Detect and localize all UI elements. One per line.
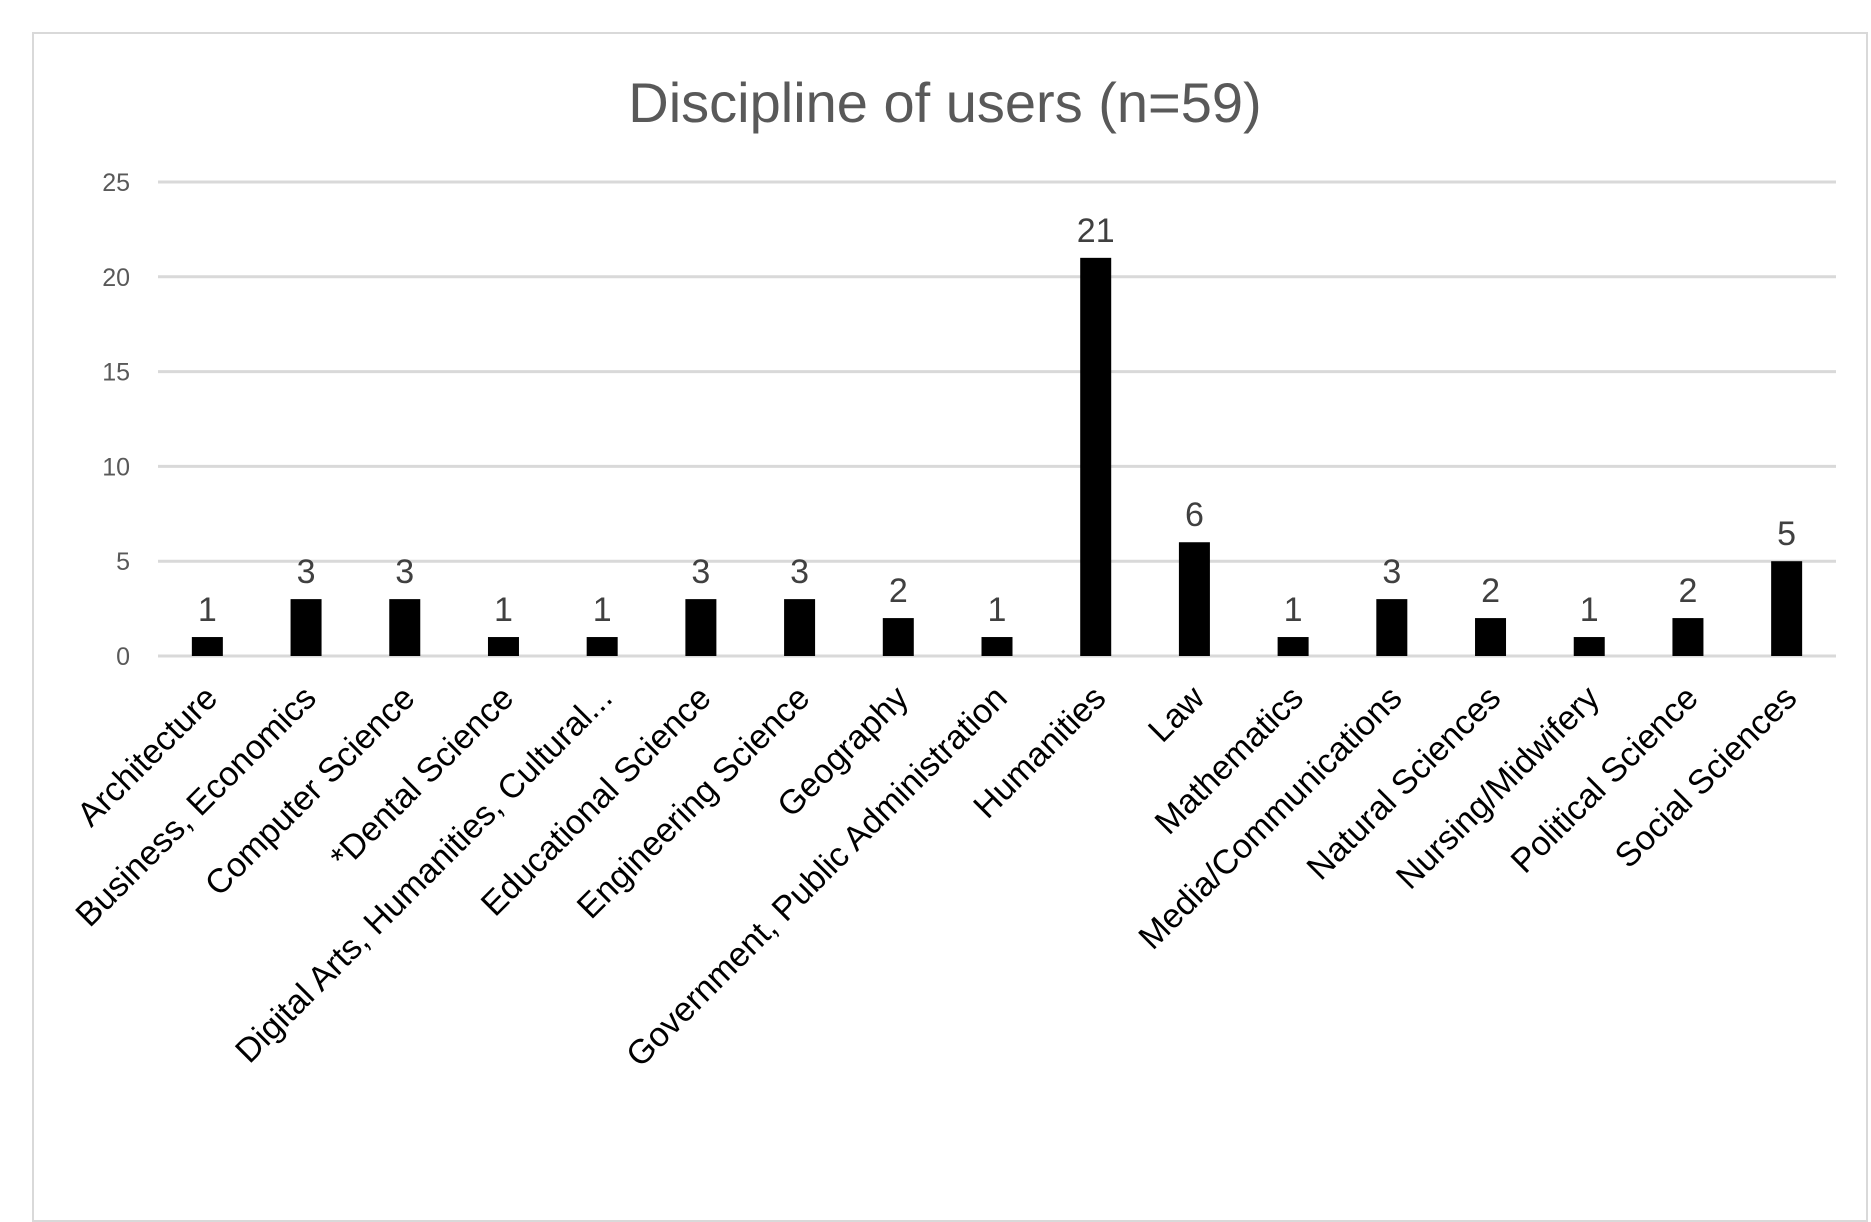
- y-axis-ticks: 0 5 10 15 20 25: [102, 169, 130, 671]
- y-tick-label: 0: [116, 643, 130, 671]
- data-label: 2: [1678, 572, 1697, 610]
- bar: [685, 599, 717, 656]
- bar: [389, 599, 421, 656]
- chart-title: Discipline of users (n=59): [628, 71, 1261, 134]
- bars: [191, 257, 1803, 656]
- data-label: 1: [1284, 591, 1303, 629]
- data-label: 3: [297, 553, 316, 591]
- data-label: 2: [1481, 572, 1500, 610]
- bar: [1178, 542, 1210, 656]
- data-label: 21: [1077, 212, 1115, 250]
- x-tick-label: Law: [1141, 678, 1212, 749]
- bar: [1672, 618, 1704, 656]
- data-label: 1: [593, 591, 612, 629]
- bar: [586, 637, 618, 656]
- y-tick-label: 25: [102, 169, 130, 197]
- bar: [882, 618, 914, 656]
- data-label: 5: [1777, 515, 1796, 553]
- data-label: 1: [1580, 591, 1599, 629]
- data-label: 6: [1185, 496, 1204, 534]
- data-label: 1: [988, 591, 1007, 629]
- x-tick-label: Social Sciences: [1608, 679, 1805, 876]
- bar: [1277, 637, 1309, 656]
- y-tick-label: 15: [102, 359, 130, 387]
- data-label: 3: [691, 553, 710, 591]
- bar: [1573, 637, 1605, 656]
- y-tick-label: 20: [102, 264, 130, 292]
- y-tick-label: 10: [102, 453, 130, 481]
- bar: [487, 637, 519, 656]
- data-label: 1: [494, 591, 513, 629]
- data-label: 3: [790, 553, 809, 591]
- bar: [1080, 257, 1112, 656]
- bar: [1771, 561, 1803, 656]
- chart-frame: [32, 32, 1868, 1222]
- data-label: 3: [395, 553, 414, 591]
- data-label: 2: [889, 572, 908, 610]
- data-label: 1: [198, 591, 217, 629]
- x-tick-label: *Dental Science: [323, 679, 521, 877]
- y-tick-label: 5: [116, 548, 130, 576]
- bar: [290, 599, 322, 656]
- gridlines: [158, 180, 1836, 658]
- bar: [1376, 599, 1408, 656]
- bar: [784, 599, 816, 656]
- data-label: 3: [1382, 553, 1401, 591]
- bar: [191, 637, 223, 656]
- bar: [981, 637, 1013, 656]
- bar: [1475, 618, 1507, 656]
